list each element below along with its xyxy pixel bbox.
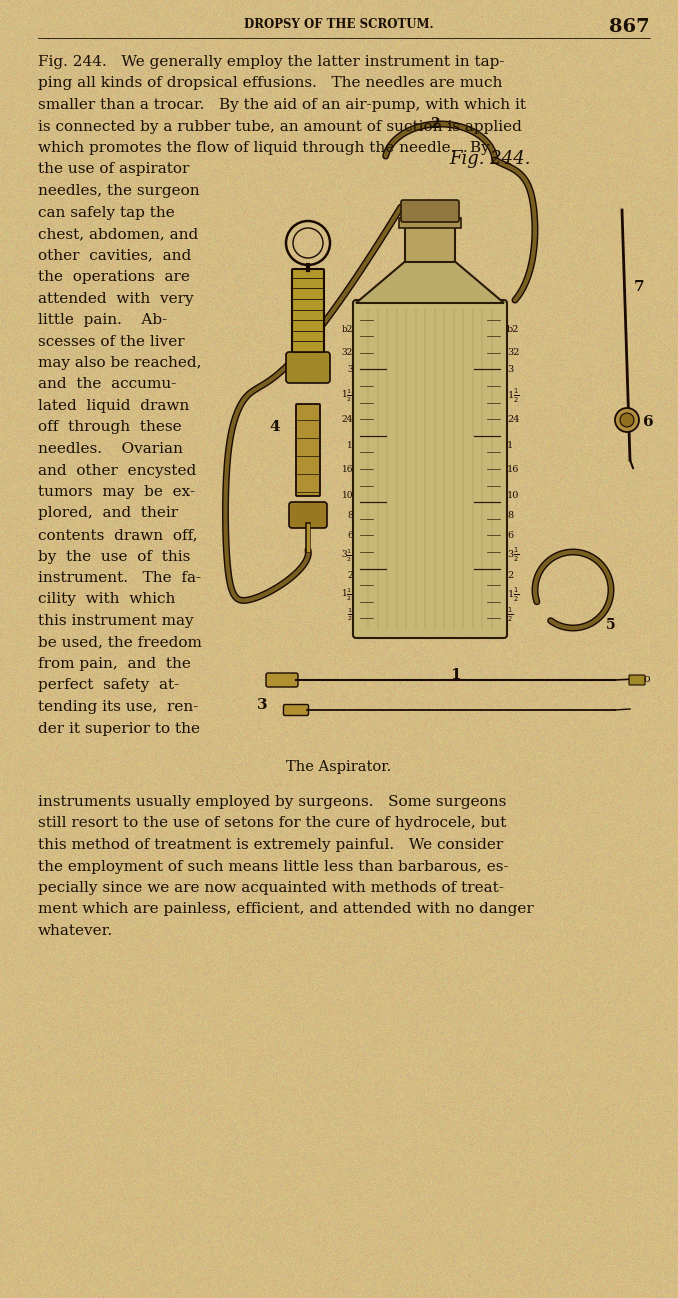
Text: Fig. 244.: Fig. 244.	[450, 151, 531, 169]
Text: o: o	[644, 674, 651, 684]
FancyBboxPatch shape	[292, 269, 324, 356]
Text: still resort to the use of setons for the cure of hydrocele, but: still resort to the use of setons for th…	[38, 816, 506, 831]
Text: 3: 3	[258, 698, 268, 713]
Text: ping all kinds of dropsical effusions.   The needles are much: ping all kinds of dropsical effusions. T…	[38, 77, 502, 91]
Text: perfect  safety  at-: perfect safety at-	[38, 679, 179, 693]
Text: needles.    Ovarian: needles. Ovarian	[38, 443, 183, 456]
Text: this instrument may: this instrument may	[38, 614, 194, 628]
Text: may also be reached,: may also be reached,	[38, 356, 201, 370]
Text: 6: 6	[507, 531, 513, 540]
Text: smaller than a trocar.   By the aid of an air-pump, with which it: smaller than a trocar. By the aid of an …	[38, 99, 526, 112]
Text: 867: 867	[610, 18, 650, 36]
Text: 24: 24	[507, 414, 519, 423]
Text: 1: 1	[347, 441, 353, 450]
Text: from pain,  and  the: from pain, and the	[38, 657, 191, 671]
Text: 5: 5	[606, 618, 616, 632]
Text: which promotes the flow of liquid through the needle.   By: which promotes the flow of liquid throug…	[38, 141, 490, 154]
Text: contents  drawn  off,: contents drawn off,	[38, 528, 197, 543]
Text: scesses of the liver: scesses of the liver	[38, 335, 184, 348]
Text: 2: 2	[430, 117, 440, 131]
Text: b2: b2	[342, 324, 353, 334]
Text: the employment of such means little less than barbarous, es-: the employment of such means little less…	[38, 859, 508, 874]
Text: lated  liquid  drawn: lated liquid drawn	[38, 398, 189, 413]
Text: 32: 32	[507, 348, 519, 357]
Text: the  operations  are: the operations are	[38, 270, 190, 284]
Bar	[399, 218, 461, 228]
Text: chest, abdomen, and: chest, abdomen, and	[38, 227, 198, 241]
Text: off  through  these: off through these	[38, 421, 182, 435]
Polygon shape	[356, 261, 504, 302]
FancyBboxPatch shape	[283, 705, 308, 715]
Text: attended  with  very: attended with very	[38, 292, 194, 305]
FancyBboxPatch shape	[289, 502, 327, 528]
Text: 10: 10	[342, 491, 353, 500]
Text: 3: 3	[347, 365, 353, 374]
Text: tumors  may  be  ex-: tumors may be ex-	[38, 485, 195, 498]
Text: and  the  accumu-: and the accumu-	[38, 378, 176, 392]
Text: DROPSY OF THE SCROTUM.: DROPSY OF THE SCROTUM.	[244, 18, 434, 31]
Text: cility  with  which: cility with which	[38, 592, 176, 606]
Text: 1$\frac{1}{2}$: 1$\frac{1}{2}$	[507, 387, 519, 405]
Text: 2: 2	[507, 571, 513, 580]
Text: 16: 16	[342, 465, 353, 474]
Text: 8: 8	[347, 511, 353, 520]
Text: 16: 16	[507, 465, 519, 474]
FancyBboxPatch shape	[286, 352, 330, 383]
Text: pecially since we are now acquainted with methods of treat-: pecially since we are now acquainted wit…	[38, 881, 504, 896]
Text: 1$\frac{1}{2}$: 1$\frac{1}{2}$	[507, 585, 519, 605]
Text: The Aspirator.: The Aspirator.	[286, 761, 392, 774]
Text: 1$\frac{1}{2}$: 1$\frac{1}{2}$	[341, 587, 353, 604]
Text: by  the  use  of  this: by the use of this	[38, 549, 191, 563]
Text: 2: 2	[347, 571, 353, 580]
Text: 3$\frac{1}{2}$: 3$\frac{1}{2}$	[507, 546, 519, 565]
Text: 6: 6	[643, 415, 654, 430]
Text: $\frac{1}{2}$: $\frac{1}{2}$	[507, 606, 513, 624]
Text: 4: 4	[269, 421, 280, 434]
Text: is connected by a rubber tube, an amount of suction is applied: is connected by a rubber tube, an amount…	[38, 119, 522, 134]
Text: 8: 8	[507, 511, 513, 520]
Text: tending its use,  ren-: tending its use, ren-	[38, 700, 199, 714]
Text: b2: b2	[507, 324, 519, 334]
Text: plored,  and  their: plored, and their	[38, 506, 178, 520]
Text: Fig. 244.   We generally employ the latter instrument in tap-: Fig. 244. We generally employ the latter…	[38, 55, 504, 69]
Circle shape	[620, 413, 634, 427]
FancyBboxPatch shape	[266, 672, 298, 687]
Text: other  cavities,  and: other cavities, and	[38, 248, 191, 262]
Bar	[405, 219, 455, 261]
Text: 1: 1	[450, 668, 460, 681]
Text: $\frac{1}{2}$: $\frac{1}{2}$	[347, 606, 353, 623]
Text: and  other  encysted: and other encysted	[38, 463, 196, 478]
Text: 10: 10	[507, 491, 519, 500]
Text: 32: 32	[342, 348, 353, 357]
Circle shape	[615, 408, 639, 432]
Text: the use of aspirator: the use of aspirator	[38, 162, 189, 177]
FancyBboxPatch shape	[353, 300, 507, 639]
FancyBboxPatch shape	[296, 404, 320, 496]
FancyBboxPatch shape	[629, 675, 645, 685]
Text: 7: 7	[634, 280, 645, 295]
Text: 1: 1	[507, 441, 513, 450]
Text: 3: 3	[507, 365, 513, 374]
Text: der it superior to the: der it superior to the	[38, 722, 200, 736]
Text: can safely tap the: can safely tap the	[38, 205, 175, 219]
FancyBboxPatch shape	[401, 200, 459, 222]
Text: be used, the freedom: be used, the freedom	[38, 636, 202, 649]
Text: 24: 24	[342, 414, 353, 423]
Text: instruments usually employed by surgeons.   Some surgeons: instruments usually employed by surgeons…	[38, 794, 506, 809]
Text: little  pain.    Ab-: little pain. Ab-	[38, 313, 167, 327]
Text: 6: 6	[347, 531, 353, 540]
Text: ment which are painless, efficient, and attended with no danger: ment which are painless, efficient, and …	[38, 902, 534, 916]
Text: 1$\frac{1}{2}$: 1$\frac{1}{2}$	[341, 388, 353, 404]
Text: needles, the surgeon: needles, the surgeon	[38, 184, 199, 199]
Text: 3$\frac{1}{2}$: 3$\frac{1}{2}$	[341, 546, 353, 563]
Text: this method of treatment is extremely painful.   We consider: this method of treatment is extremely pa…	[38, 839, 503, 851]
Text: whatever.: whatever.	[38, 924, 113, 938]
Text: instrument.   The  fa-: instrument. The fa-	[38, 571, 201, 585]
